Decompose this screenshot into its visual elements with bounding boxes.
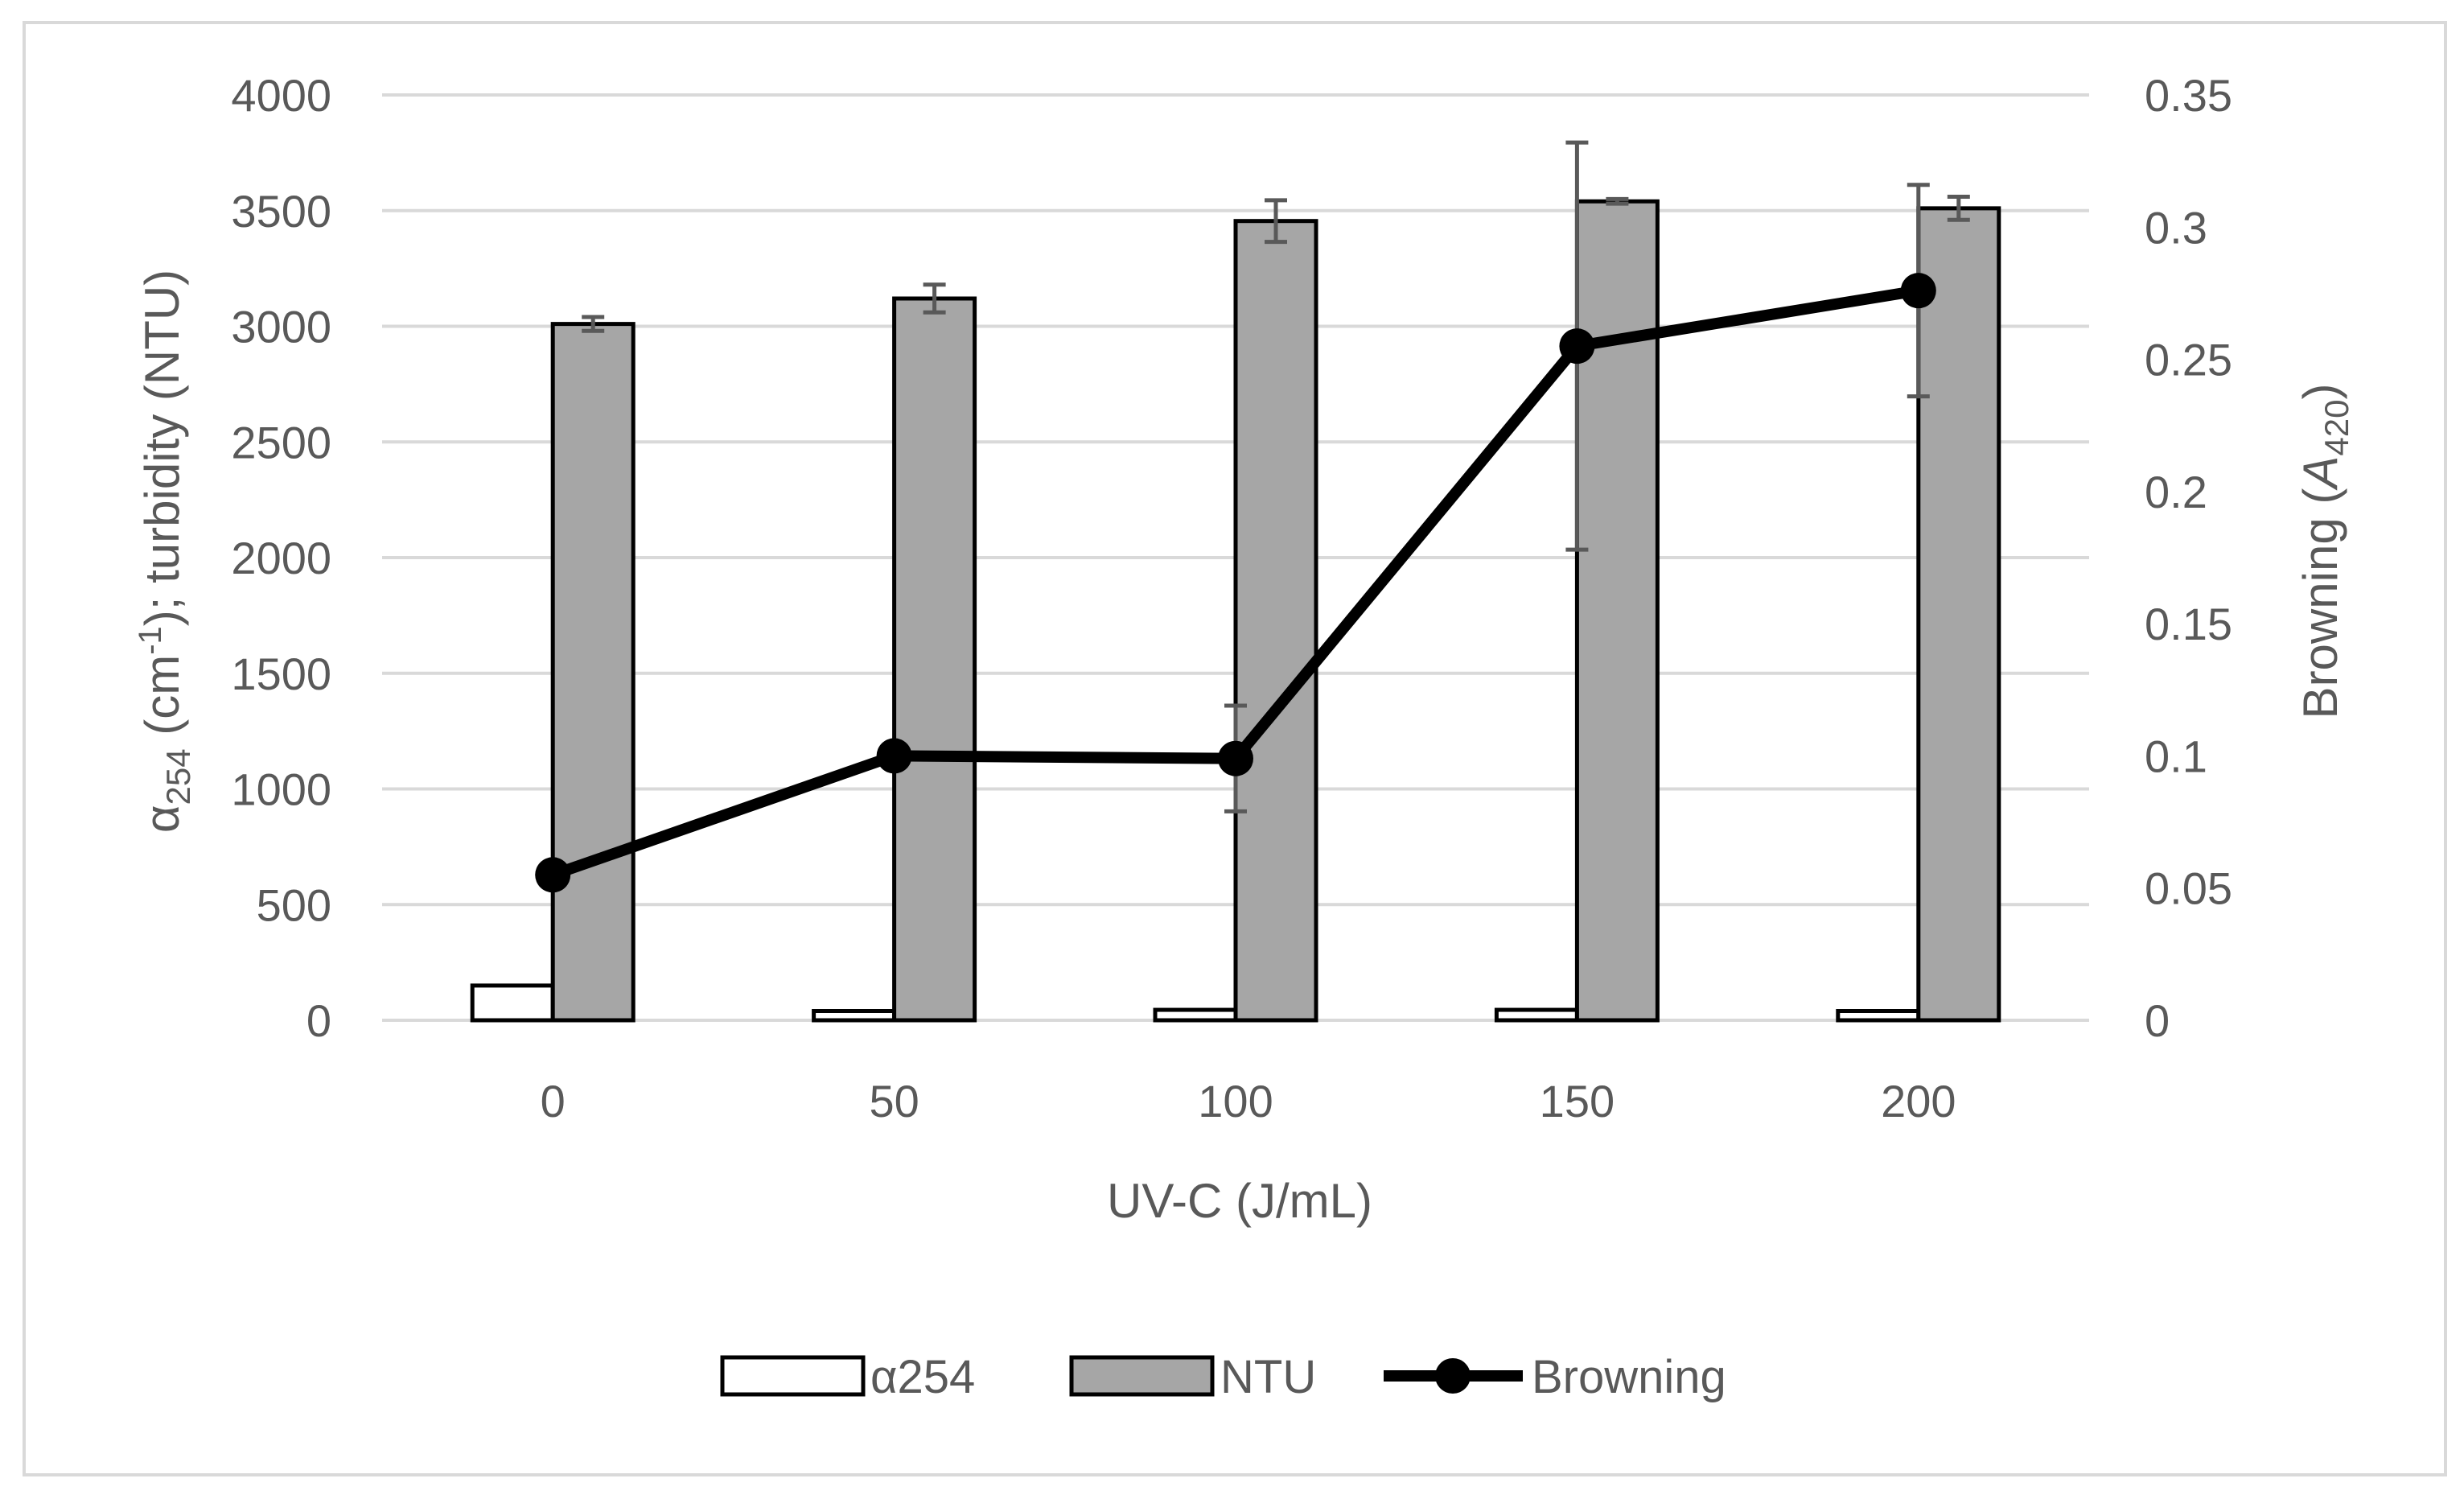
y-axis-title-left: α254 (cm-1); turbidity (NTU) bbox=[133, 270, 197, 833]
y-right-tick-label: 0.15 bbox=[2145, 599, 2232, 649]
y-right-subscript: 420 bbox=[2318, 400, 2355, 456]
browning-point bbox=[876, 738, 912, 774]
y-right-prefix: Browning ( bbox=[2293, 488, 2347, 719]
browning-point bbox=[1559, 328, 1595, 364]
x-axis-title: UV-C (J/mL) bbox=[1107, 1174, 1372, 1228]
bar-ntu bbox=[1574, 199, 1660, 1023]
y-left-subscript: 254 bbox=[159, 748, 197, 805]
y-left-tick-label: 0 bbox=[306, 995, 331, 1046]
y-left-tick-label: 1000 bbox=[231, 764, 331, 815]
legend-marker-browning bbox=[1435, 1358, 1471, 1394]
bar-ntu bbox=[1916, 206, 2001, 1023]
legend-label-ntu: NTU bbox=[1220, 1351, 1316, 1403]
y-right-suffix: ) bbox=[2293, 384, 2347, 400]
y-right-italic: A bbox=[2293, 456, 2347, 491]
bar-ntu bbox=[892, 296, 977, 1023]
legend-label-browning: Browning bbox=[1532, 1351, 1726, 1403]
x-tick-label: 200 bbox=[1881, 1076, 1956, 1126]
y-left-tick-label: 1500 bbox=[231, 649, 331, 699]
y-left-unit-sup: -1 bbox=[133, 626, 168, 655]
x-tick-label: 0 bbox=[541, 1076, 566, 1126]
y-left-tick-label: 2500 bbox=[231, 417, 331, 467]
y-right-tick-label: 0.25 bbox=[2145, 335, 2232, 385]
x-tick-label: 100 bbox=[1198, 1076, 1273, 1126]
y-right-tick-label: 0.3 bbox=[2145, 202, 2207, 253]
x-tick-label: 150 bbox=[1540, 1076, 1615, 1126]
y-right-tick-label: 0.2 bbox=[2145, 467, 2207, 517]
browning-point bbox=[535, 857, 571, 893]
y-left-unit: (cm bbox=[135, 655, 189, 735]
bar-alpha254 bbox=[1153, 1007, 1238, 1023]
y-right-tick-label: 0.05 bbox=[2145, 863, 2232, 914]
browning-point bbox=[1218, 740, 1253, 776]
y-left-symbol: α bbox=[135, 805, 189, 833]
y-axis-title-right: Browning (A420) bbox=[2293, 384, 2355, 719]
y-left-tick-label: 4000 bbox=[231, 70, 331, 121]
y-left-tick-label: 2000 bbox=[231, 533, 331, 583]
bar-alpha254 bbox=[1836, 1009, 1921, 1023]
y-right-tick-label: 0.1 bbox=[2145, 731, 2207, 781]
y-right-tick-label: 0.35 bbox=[2145, 70, 2232, 121]
y-left-tick-label: 500 bbox=[257, 879, 331, 930]
y-left-rest: ); turbidity (NTU) bbox=[135, 270, 189, 626]
y-left-tick-label: 3500 bbox=[231, 186, 331, 237]
bar-alpha254 bbox=[1494, 1007, 1579, 1023]
legend: α254 NTU Browning bbox=[720, 1351, 1726, 1403]
legend-swatch-ntu bbox=[1069, 1355, 1215, 1397]
browning-point bbox=[1900, 273, 1936, 309]
tick-labels: 0500100015002000250030003500400000.050.1… bbox=[231, 70, 2232, 1126]
y-left-tick-label: 3000 bbox=[231, 302, 331, 352]
y-right-tick-label: 0 bbox=[2145, 995, 2170, 1046]
legend-label-alpha254: α254 bbox=[870, 1351, 975, 1403]
bar-alpha254 bbox=[812, 1009, 897, 1023]
x-tick-label: 50 bbox=[869, 1076, 919, 1126]
legend-swatch-alpha254 bbox=[720, 1355, 866, 1397]
bar-ntu bbox=[550, 322, 636, 1023]
bar-alpha254 bbox=[470, 983, 555, 1023]
browning-line bbox=[535, 273, 1936, 893]
bar-ntu bbox=[1233, 219, 1318, 1023]
